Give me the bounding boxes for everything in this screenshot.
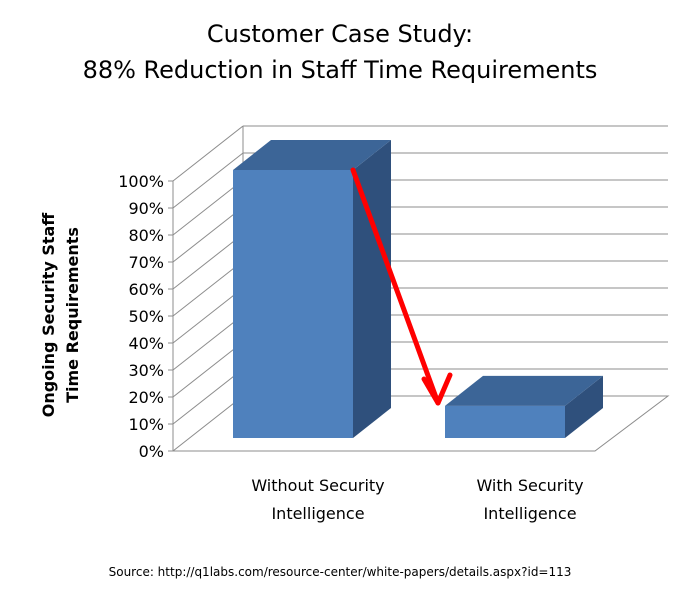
gridline-side	[172, 341, 244, 398]
category-label: With Security	[476, 476, 583, 495]
bar-side	[353, 140, 391, 438]
y-tick-label: 10%	[128, 415, 164, 434]
gridline-side	[172, 287, 244, 344]
gridline-side	[172, 314, 244, 371]
y-tick-label: 80%	[128, 226, 164, 245]
source-note: Source: http://q1labs.com/resource-cente…	[108, 565, 572, 579]
gridline-side	[172, 125, 244, 182]
chart-subtitle: 88% Reduction in Staff Time Requirements	[82, 56, 598, 84]
y-tick-label: 90%	[128, 199, 164, 218]
y-tick-labels: 0% 10% 20% 30% 40% 50% 60% 70% 80% 90% 100%	[118, 172, 173, 461]
gridline-side	[172, 152, 244, 209]
gridline-side	[172, 260, 244, 317]
gridline-side	[172, 206, 244, 263]
y-tick-label: 40%	[128, 334, 164, 353]
bar-top	[233, 140, 391, 170]
bar-top	[445, 375, 603, 406]
bar-side	[565, 375, 603, 438]
gridline-side	[172, 368, 244, 425]
y-axis-label-line1: Ongoing Security Staff	[39, 212, 58, 418]
category-label: Intelligence	[271, 504, 364, 523]
arrow-shaft	[350, 167, 441, 406]
y-tick-label: 30%	[128, 361, 164, 380]
y-tick-label: 100%	[118, 172, 164, 191]
floor-plane	[171, 395, 670, 452]
y-tick-label: 20%	[128, 388, 164, 407]
y-tick-label: 70%	[128, 253, 164, 272]
y-axis-label-line2: Time Requirements	[63, 227, 82, 403]
y-tick-label: 0%	[139, 442, 164, 461]
category-label: Intelligence	[483, 504, 576, 523]
chart-title: Customer Case Study:	[206, 20, 474, 48]
arrow-head	[421, 372, 453, 406]
annotation-arrow-layer	[350, 167, 453, 406]
gridline-side	[172, 179, 244, 236]
bars-layer	[233, 140, 603, 438]
gridline-side	[172, 233, 244, 290]
category-label: Without Security	[251, 476, 384, 495]
bar-front	[233, 170, 353, 438]
y-tick-label: 50%	[128, 307, 164, 326]
y-tick-label: 60%	[128, 280, 164, 299]
bar-front	[445, 405, 565, 438]
x-category-labels: Without Security Intelligence With Securit…	[251, 476, 583, 523]
